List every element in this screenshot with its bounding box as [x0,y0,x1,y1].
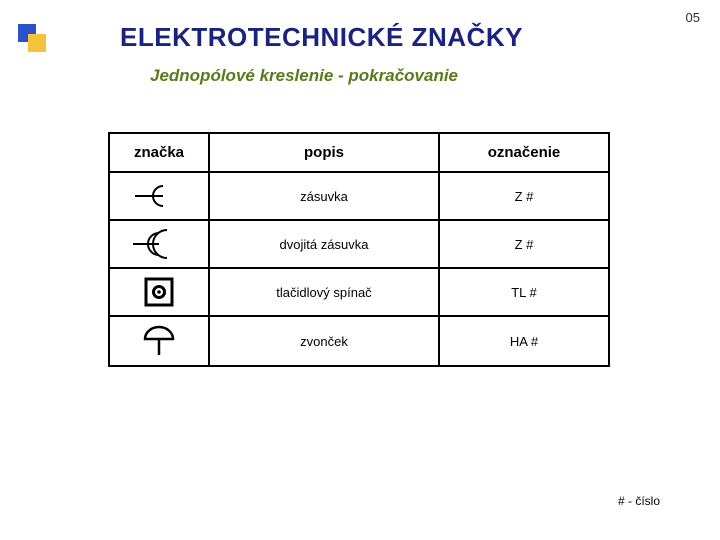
table-header-row: značka popis označenie [109,133,609,172]
desc-cell: dvojitá zásuvka [209,220,439,268]
footnote: # - číslo [618,494,660,508]
header-desig: označenie [439,133,609,172]
desig-cell: Z # [439,172,609,220]
header-symbol: značka [109,133,209,172]
table-row: dvojitá zásuvka Z # [109,220,609,268]
page-subtitle: Jednopólové kreslenie - pokračovanie [150,66,458,86]
desig-cell: Z # [439,220,609,268]
desig-cell: TL # [439,268,609,316]
desig-cell: HA # [439,316,609,366]
symbol-cell [109,268,209,316]
table-row: tlačidlový spínač TL # [109,268,609,316]
symbol-cell [109,172,209,220]
page-title: ELEKTROTECHNICKÉ ZNAČKY [120,22,523,53]
desc-cell: tlačidlový spínač [209,268,439,316]
symbol-cell [109,220,209,268]
desc-cell: zásuvka [209,172,439,220]
page-number: 05 [686,10,700,25]
symbols-table: značka popis označenie zásuvka Z # [108,132,610,367]
symbol-cell [109,316,209,366]
socket-single-icon [129,179,189,213]
bell-icon [139,323,179,359]
slide-bullet-icon [18,24,48,54]
header-desc: popis [209,133,439,172]
socket-double-icon [129,227,189,261]
desc-cell: zvonček [209,316,439,366]
push-button-icon [142,275,176,309]
table-row: zásuvka Z # [109,172,609,220]
table-row: zvonček HA # [109,316,609,366]
